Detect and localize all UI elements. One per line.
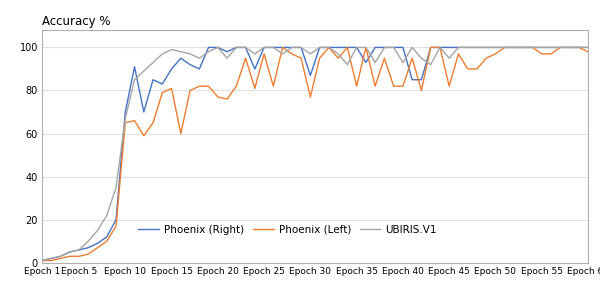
Phoenix (Left) — [279, 46, 286, 49]
UBIRIS.V1 — [177, 50, 184, 53]
UBIRIS.V1 — [196, 56, 203, 60]
Phoenix (Right) — [177, 56, 184, 60]
Phoenix (Right) — [390, 46, 397, 49]
Line: UBIRIS.V1: UBIRIS.V1 — [42, 47, 588, 261]
Phoenix (Left) — [214, 95, 221, 99]
UBIRIS.V1 — [131, 78, 138, 82]
Phoenix (Right) — [205, 46, 212, 49]
Phoenix (Left) — [38, 259, 46, 262]
Phoenix (Left) — [196, 84, 203, 88]
Phoenix (Right) — [233, 46, 240, 49]
Phoenix (Left) — [390, 84, 397, 88]
UBIRIS.V1 — [584, 46, 592, 49]
Phoenix (Left) — [177, 132, 184, 135]
UBIRIS.V1 — [233, 46, 240, 49]
Phoenix (Right) — [223, 50, 230, 53]
Line: Phoenix (Left): Phoenix (Left) — [42, 47, 588, 261]
Phoenix (Right) — [131, 65, 138, 69]
Phoenix (Right) — [584, 46, 592, 49]
Phoenix (Left) — [584, 50, 592, 53]
Line: Phoenix (Right): Phoenix (Right) — [42, 47, 588, 261]
UBIRIS.V1 — [214, 46, 221, 49]
Legend: Phoenix (Right), Phoenix (Left), UBIRIS.V1: Phoenix (Right), Phoenix (Left), UBIRIS.… — [134, 220, 441, 239]
Phoenix (Left) — [131, 119, 138, 122]
UBIRIS.V1 — [38, 259, 46, 262]
UBIRIS.V1 — [390, 46, 397, 49]
Text: Accuracy %: Accuracy % — [42, 14, 110, 28]
UBIRIS.V1 — [223, 56, 230, 60]
Phoenix (Left) — [223, 97, 230, 101]
Phoenix (Right) — [196, 67, 203, 71]
Phoenix (Right) — [38, 259, 46, 262]
